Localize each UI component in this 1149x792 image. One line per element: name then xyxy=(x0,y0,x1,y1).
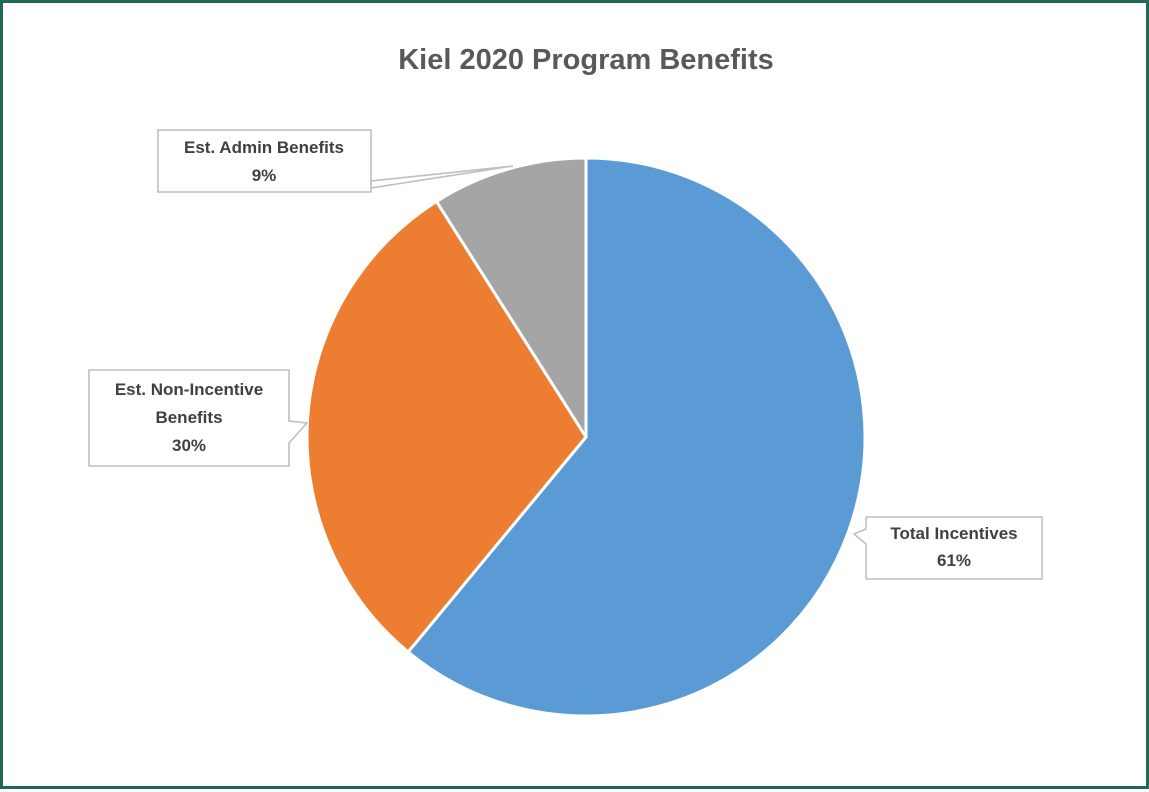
slice-percent-admin: 9% xyxy=(252,166,277,185)
slice-label-admin: Est. Admin Benefits xyxy=(184,138,344,157)
callout-non-incentive-box xyxy=(88,369,309,467)
slice-percent-non-incentive: 30% xyxy=(172,436,206,455)
slice-label-non-incentive-line1: Est. Non-Incentive xyxy=(115,380,263,399)
callout-admin-box xyxy=(157,129,372,193)
callout-total-incentives: Total Incentives 61% xyxy=(852,516,1043,580)
pie-slice-est-admin-benefits xyxy=(435,156,588,439)
callout-non-incentive: Est. Non-Incentive Benefits 30% xyxy=(88,369,309,467)
slice-percent-total-incentives: 61% xyxy=(937,551,971,570)
pie-slice-total-incentives xyxy=(406,156,867,718)
slice-label-non-incentive-line2: Benefits xyxy=(155,408,222,427)
pie-slice-est-non-incentive-benefits xyxy=(305,199,588,654)
callout-total-incentives-box xyxy=(852,516,1043,580)
slice-label-total-incentives: Total Incentives xyxy=(890,524,1017,543)
pie-slices xyxy=(305,156,867,718)
chart-title: Kiel 2020 Program Benefits xyxy=(398,44,774,76)
callout-admin: Est. Admin Benefits 9% xyxy=(157,129,372,193)
pie-chart: Kiel 2020 Program Benefits Total Incenti… xyxy=(88,44,1043,718)
